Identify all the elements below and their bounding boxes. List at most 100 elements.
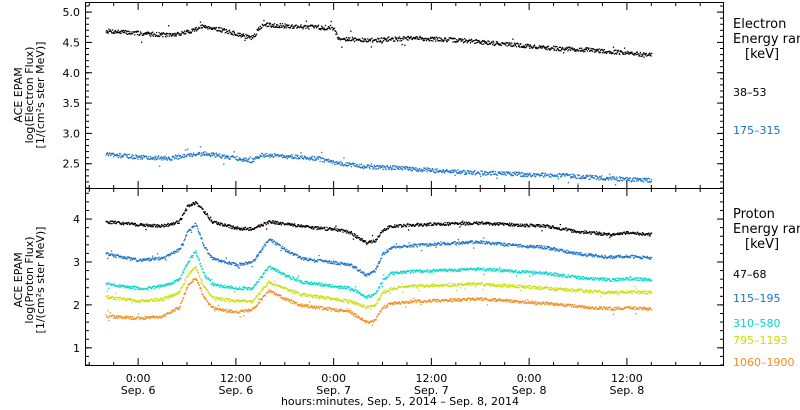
data-point [282, 272, 285, 274]
data-point [233, 262, 235, 264]
data-point [154, 159, 156, 161]
data-point [223, 224, 225, 226]
data-point [625, 256, 627, 258]
data-point [146, 31, 149, 33]
data-point [162, 224, 164, 227]
data-point [122, 223, 124, 225]
data-point [578, 49, 580, 52]
data-point [324, 283, 327, 285]
data-point [195, 155, 197, 157]
data-point [434, 168, 436, 170]
data-point [585, 232, 587, 234]
data-point [366, 40, 368, 43]
data-point [486, 243, 489, 245]
data-point [115, 254, 117, 257]
data-point [238, 227, 240, 229]
data-point [333, 27, 336, 29]
data-point [436, 39, 438, 41]
data-point [178, 154, 180, 156]
data-point [353, 290, 355, 292]
data-point [288, 224, 290, 226]
data-point [162, 157, 164, 160]
data-point [371, 242, 373, 244]
data-point [508, 171, 510, 173]
data-point [467, 40, 469, 43]
data-point [370, 294, 373, 296]
data-point [247, 161, 249, 163]
data-point [474, 174, 476, 176]
data-point [454, 221, 456, 224]
data-point [593, 256, 595, 258]
data-point [317, 282, 320, 284]
data-point [290, 252, 292, 255]
data-point [142, 224, 144, 227]
data-point [278, 25, 280, 27]
data-point [240, 36, 242, 38]
data-point [345, 232, 348, 234]
data-point [381, 253, 384, 255]
data-point [270, 268, 272, 270]
data-point [454, 241, 456, 243]
data-point [514, 174, 517, 176]
data-point [134, 257, 136, 259]
data-point [448, 39, 450, 41]
data-point [274, 243, 276, 245]
data-point [219, 285, 221, 288]
data-point [259, 156, 261, 158]
data-point [628, 177, 630, 180]
data-point [291, 251, 294, 254]
data-point [221, 287, 223, 289]
data-point [544, 247, 546, 249]
data-point [480, 42, 482, 44]
data-point [287, 250, 289, 252]
data-point [239, 286, 241, 288]
data-point [439, 224, 441, 227]
data-point [444, 270, 446, 272]
data-point [511, 42, 513, 44]
data-point [425, 169, 428, 171]
data-point [347, 230, 349, 232]
data-point [454, 38, 456, 40]
data-point [650, 180, 652, 183]
data-point [429, 245, 431, 247]
data-point [132, 32, 134, 35]
data-point [190, 229, 192, 231]
data-point [245, 35, 248, 37]
data-point [194, 225, 196, 227]
data-point [261, 276, 263, 278]
data-point [372, 167, 375, 169]
data-point [329, 226, 331, 229]
data-point [333, 287, 335, 289]
data-point [506, 243, 509, 245]
data-point [150, 286, 152, 288]
data-point [608, 179, 610, 181]
data-point [161, 223, 163, 226]
data-point [257, 28, 259, 30]
data-point [119, 31, 122, 33]
data-point [232, 226, 234, 228]
data-point [649, 233, 652, 235]
data-point [555, 49, 557, 52]
data-point [602, 178, 604, 180]
data-point [460, 242, 463, 244]
data-point [155, 158, 158, 161]
data-point [158, 287, 160, 289]
data-point [216, 284, 218, 286]
data-point [265, 155, 267, 157]
data-point [116, 31, 118, 33]
data-point [200, 237, 203, 239]
data-point [276, 223, 278, 225]
data-point [132, 157, 134, 160]
data-point [335, 285, 338, 288]
data-point [396, 245, 399, 247]
data-point [168, 255, 170, 257]
data-point [623, 231, 626, 233]
data-point [241, 227, 243, 229]
data-point [479, 241, 481, 243]
data-point [493, 42, 495, 44]
data-point [280, 274, 283, 276]
data-point [241, 288, 243, 291]
data-point [546, 48, 548, 51]
data-point [546, 224, 548, 226]
data-point [289, 224, 292, 226]
